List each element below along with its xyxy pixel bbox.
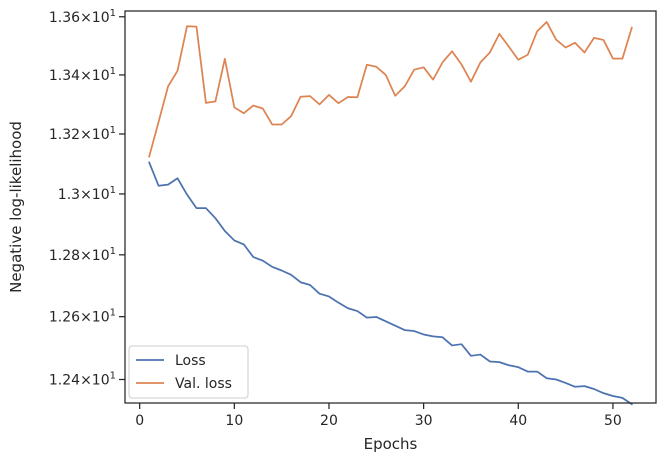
- ticks-layer: 0 10 20 30 40 501.24×1011.26×1011.28×1011.3×1…: [49, 8, 622, 429]
- y-tick-base: 10: [92, 10, 110, 26]
- y-tick-base: 10: [92, 372, 110, 388]
- series-line-val-loss: [148, 21, 633, 158]
- y-tick-label: 1.3×101: [58, 185, 116, 203]
- legend-label: Loss: [175, 353, 206, 369]
- y-tick-times-sign: ×: [80, 10, 92, 26]
- x-tick-label: 0: [135, 413, 144, 429]
- y-tick-exponent: 1: [110, 246, 116, 257]
- y-tick-base: 10: [92, 248, 110, 264]
- y-tick-times-sign: ×: [80, 68, 92, 84]
- x-tick-label: 10: [225, 413, 243, 429]
- y-tick-times-sign: ×: [80, 187, 92, 203]
- y-tick-times-sign: ×: [80, 372, 92, 388]
- x-tick-label: 40: [509, 413, 527, 429]
- y-tick-exponent: 1: [110, 8, 116, 19]
- y-tick-base: 10: [92, 187, 110, 203]
- x-tick-label: 20: [320, 413, 338, 429]
- y-tick-label: 1.24×101: [49, 370, 116, 388]
- y-tick-label: 1.32×101: [49, 125, 116, 143]
- marks-layer: [148, 21, 633, 406]
- y-tick-label: 1.26×101: [49, 308, 116, 326]
- y-tick-mantissa: 1.36: [49, 10, 80, 26]
- y-tick-mantissa: 1.26: [49, 310, 80, 326]
- y-tick-times-sign: ×: [80, 127, 92, 143]
- y-tick-exponent: 1: [110, 66, 116, 77]
- y-tick-label: 1.36×101: [49, 8, 116, 26]
- y-tick-label: 1.28×101: [49, 246, 116, 264]
- x-tick-label: 30: [415, 413, 433, 429]
- y-tick-base: 10: [92, 127, 110, 143]
- plot-frame: [124, 10, 657, 404]
- x-axis-label: Epochs: [364, 435, 418, 453]
- y-tick-base: 10: [92, 68, 110, 84]
- y-tick-exponent: 1: [110, 370, 116, 381]
- y-axis-label: Negative log-likelihood: [7, 121, 25, 293]
- y-tick-mantissa: 1.24: [49, 372, 80, 388]
- series-line-loss: [148, 161, 633, 406]
- y-tick-times-sign: ×: [80, 310, 92, 326]
- y-tick-mantissa: 1.34: [49, 68, 80, 84]
- legend-box: [128, 345, 249, 399]
- y-tick-mantissa: 1.3: [58, 187, 80, 203]
- y-tick-base: 10: [92, 310, 110, 326]
- legend-label: Val. loss: [175, 376, 232, 392]
- y-tick-exponent: 1: [110, 308, 116, 319]
- y-tick-mantissa: 1.28: [49, 248, 80, 264]
- y-tick-label: 1.34×101: [49, 66, 116, 84]
- y-tick-times-sign: ×: [80, 248, 92, 264]
- legend: Loss Val. loss: [128, 345, 249, 399]
- y-tick-exponent: 1: [110, 185, 116, 196]
- y-tick-mantissa: 1.32: [49, 127, 80, 143]
- y-tick-exponent: 1: [110, 125, 116, 136]
- x-tick-label: 50: [604, 413, 622, 429]
